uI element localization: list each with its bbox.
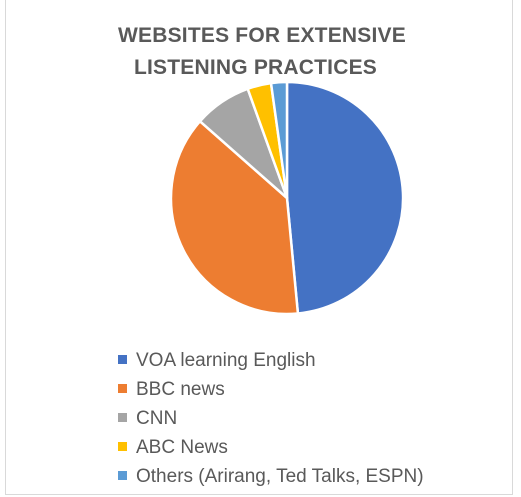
- pie-chart: [169, 80, 405, 316]
- pie-slice-2: [169, 120, 300, 316]
- legend-swatch-1: [118, 355, 127, 364]
- legend-swatch-4: [118, 442, 127, 451]
- legend-item-3: CNN: [118, 404, 424, 433]
- chart-title-line-2: LISTENING PRACTICES: [134, 56, 377, 79]
- pie-slice-5: [269, 80, 289, 200]
- legend-item-4: ABC News: [118, 433, 424, 462]
- legend-label-5: Others (Arirang, Ted Talks, ESPN): [136, 466, 424, 487]
- legend-swatch-5: [118, 471, 127, 480]
- legend-item-1: VOA learning English: [118, 346, 424, 375]
- legend-label-1: VOA learning English: [136, 350, 316, 371]
- legend-item-5: Others (Arirang, Ted Talks, ESPN): [118, 462, 424, 491]
- legend-swatch-2: [118, 384, 127, 393]
- legend-label-2: BBC news: [136, 379, 225, 400]
- pie-slice-1: [285, 80, 405, 315]
- legend-label-4: ABC News: [136, 437, 228, 458]
- chart-title: WEBSITES FOR EXTENSIVE LISTENING PRACTIC…: [0, 20, 521, 84]
- chart-title-line-1: WEBSITES FOR EXTENSIVE: [118, 24, 406, 47]
- legend-item-2: BBC news: [118, 375, 424, 404]
- legend-label-3: CNN: [136, 408, 178, 429]
- legend-swatch-3: [118, 413, 127, 422]
- chart-legend: VOA learning English BBC news CNN ABC News O…: [118, 346, 424, 491]
